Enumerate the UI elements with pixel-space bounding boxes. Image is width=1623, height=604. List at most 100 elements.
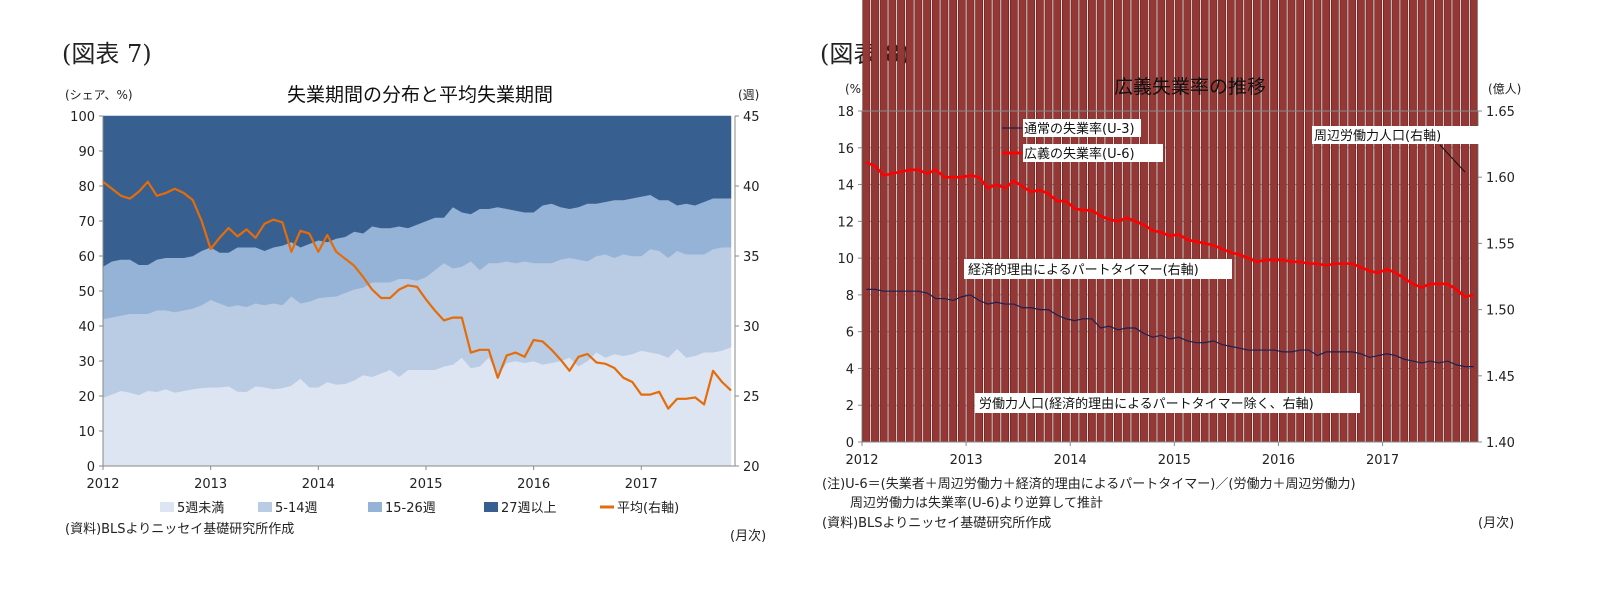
x-tick-label: 2014 [302, 477, 335, 492]
bar-labor-force [888, 0, 897, 443]
annotation-marginal-labor: 周辺労働力人口(右軸) [1314, 129, 1441, 144]
bar-labor-force [1261, 0, 1270, 443]
bar-labor-force [1400, 0, 1409, 443]
x-tick-label: 2015 [409, 477, 442, 492]
bar-labor-force [1044, 0, 1053, 443]
bar-labor-force [1469, 0, 1478, 443]
chart1-frequency: (月次) [730, 528, 766, 544]
y2-tick-label: 30 [743, 320, 760, 335]
average-duration-line [102, 180, 732, 410]
bar-labor-force [1061, 0, 1070, 443]
chart2-y-label: (%) [845, 82, 866, 96]
bar-labor-force [1374, 0, 1383, 443]
bar-labor-force [1270, 0, 1279, 443]
bar-labor-force [1339, 0, 1348, 443]
bar-labor-force [1200, 0, 1209, 443]
legend-swatch-3 [368, 502, 382, 512]
chart1-title: 失業期間の分布と平均失業期間 [287, 84, 553, 106]
legend-label-3: 15-26週 [385, 501, 436, 516]
bar-labor-force [862, 0, 871, 443]
figure7-label: (図表 7) [62, 40, 152, 68]
chart2-y2-label: (億人) [1488, 82, 1521, 96]
bar-labor-force [983, 0, 992, 443]
legend-bg-u3 [1023, 119, 1141, 137]
y2-tick-label: 20 [743, 460, 760, 475]
annotation-bg-parttime [964, 259, 1232, 279]
bar-labor-force [975, 0, 984, 443]
bar-labor-force [914, 0, 923, 443]
bar-labor-force [1356, 0, 1365, 443]
chart1-y-label: (シェア、%) [65, 88, 133, 102]
y-tick-label: 0 [846, 436, 854, 451]
legend-bg-u6 [1023, 144, 1163, 162]
chart2-frequency: (月次) [1478, 515, 1514, 531]
chart2-note-2: 周辺労働力は失業率(U-6)より逆算して推計 [850, 495, 1103, 511]
u3-line [866, 288, 1474, 368]
y2-tick-label: 45 [743, 110, 760, 125]
bar-labor-force [1287, 0, 1296, 443]
x-tick-label: 2014 [1054, 453, 1087, 468]
y2-tick-label: 25 [743, 390, 760, 405]
y-tick-label: 40 [78, 320, 95, 335]
bar-labor-force [1252, 0, 1261, 443]
legend-label-5: 平均(右軸) [617, 501, 679, 516]
legend-swatch-1 [160, 502, 174, 512]
bar-labor-force [1183, 0, 1192, 443]
y-tick-label: 20 [78, 390, 95, 405]
y-tick-label: 12 [837, 215, 854, 230]
bar-labor-force [931, 0, 940, 443]
legend-label-u3: 通常の失業率(U-3) [1024, 121, 1135, 137]
chart2-plot: 0 2 4 6 8 10 12 14 16 18 1.40 1.45 1.50 1.55 1.60 1.65 2… [837, 0, 1515, 468]
bar-labor-force [1148, 0, 1157, 443]
chart2-source: (資料)BLSよりニッセイ基礎研究所作成 [822, 516, 1051, 531]
x-tick-label: 2015 [1158, 453, 1191, 468]
bar-labor-force [1174, 0, 1183, 443]
bar-labor-force [1322, 0, 1331, 443]
chart1-source: (資料)BLSよりニッセイ基礎研究所作成 [65, 522, 294, 537]
y-tick-label: 10 [78, 425, 95, 440]
bar-labor-force [1166, 0, 1174, 443]
y2-tick-label: 35 [743, 250, 760, 265]
bar-labor-force [1218, 0, 1226, 443]
bar-labor-force [1096, 0, 1105, 443]
y-tick-label: 4 [846, 362, 854, 377]
chart2-annotations: 通常の失業率(U-3) 広義の失業率(U-6) 周辺労働力人口(右軸) 経済的理… [964, 119, 1480, 413]
bar-labor-force [957, 0, 966, 443]
bar-labor-force [1461, 0, 1469, 443]
x-tick-label: 2016 [1262, 453, 1295, 468]
legend-label-u6: 広義の失業率(U-6) [1024, 146, 1135, 162]
x-tick-label: 2012 [86, 477, 119, 492]
y-tick-label: 70 [78, 215, 95, 230]
bar-labor-force [1435, 0, 1443, 443]
bar-labor-force [1244, 0, 1252, 443]
annotation-bg-marginal [1312, 126, 1480, 144]
bar-labor-force [1140, 0, 1148, 443]
y-tick-label: 90 [78, 145, 95, 160]
y2-tick-label: 1.60 [1486, 171, 1515, 186]
bar-labor-force [1409, 0, 1417, 443]
legend-swatch-4 [484, 502, 498, 512]
bar-labor-force [1053, 0, 1062, 443]
annotation-arrow [1439, 144, 1466, 173]
bar-labor-force [1391, 0, 1400, 443]
y-tick-label: 6 [846, 326, 854, 341]
bar-labor-force [1035, 0, 1044, 443]
bar-labor-force [1235, 0, 1244, 443]
y-tick-label: 14 [837, 179, 854, 194]
x-tick-label: 2017 [625, 477, 658, 492]
bar-labor-force [1452, 0, 1461, 443]
x-tick-label: 2017 [1366, 453, 1399, 468]
bar-labor-force [1296, 0, 1305, 443]
y-tick-label: 16 [837, 142, 854, 157]
bar-labor-force [1122, 0, 1131, 443]
bar-labor-force [940, 0, 949, 443]
bar-labor-force [1443, 0, 1452, 443]
bar-labor-force [1070, 0, 1079, 443]
bar-labor-force [1348, 0, 1357, 443]
bar-labor-force [871, 0, 879, 443]
bar-labor-force [1088, 0, 1096, 443]
y-tick-label: 80 [78, 180, 95, 195]
bar-labor-force [1278, 0, 1287, 443]
annotation-bg-laborforce [975, 393, 1360, 413]
